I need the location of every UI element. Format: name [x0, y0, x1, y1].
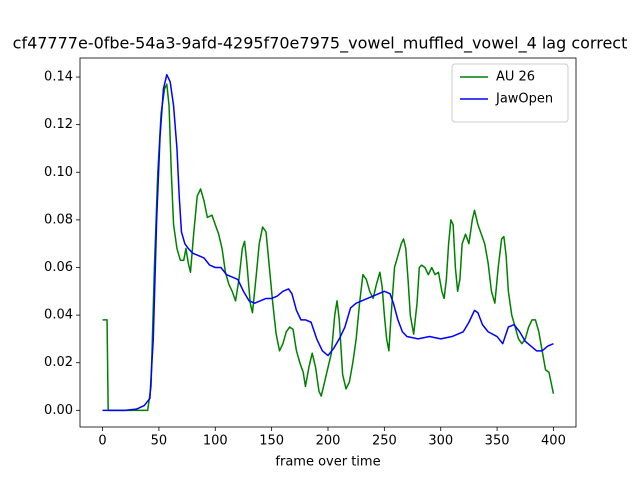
y-tick-label: 0.04: [44, 308, 73, 323]
x-axis-label: frame over time: [275, 455, 380, 470]
x-tick-label: 250: [372, 434, 397, 449]
series-line: [102, 83, 555, 412]
chart-title: cf47777e-0fbe-54a3-9afd-4295f70e7975_vow…: [13, 34, 628, 54]
y-tick-label: 0.06: [44, 260, 73, 275]
x-tick-label: 400: [541, 434, 566, 449]
x-tick-label: 100: [203, 434, 228, 449]
legend-label: JawOpen: [495, 92, 553, 107]
x-tick-label: 50: [151, 434, 168, 449]
legend-label: AU 26: [496, 70, 535, 85]
y-tick-label: 0.14: [44, 70, 73, 85]
x-tick-label: 200: [316, 434, 341, 449]
y-tick-label: 0.10: [44, 165, 73, 180]
axes-frame: [79, 57, 577, 428]
y-tick-label: 0.12: [44, 117, 73, 132]
series-line: [102, 73, 554, 412]
legend-box: [451, 63, 569, 123]
y-tick-label: 0.08: [44, 212, 73, 227]
x-tick-label: 150: [259, 434, 284, 449]
x-tick-label: 350: [485, 434, 510, 449]
y-tick-label: 0.02: [44, 355, 73, 370]
x-tick-label: 0: [98, 434, 106, 449]
x-tick-label: 300: [428, 434, 453, 449]
y-tick-label: 0.00: [44, 403, 73, 418]
